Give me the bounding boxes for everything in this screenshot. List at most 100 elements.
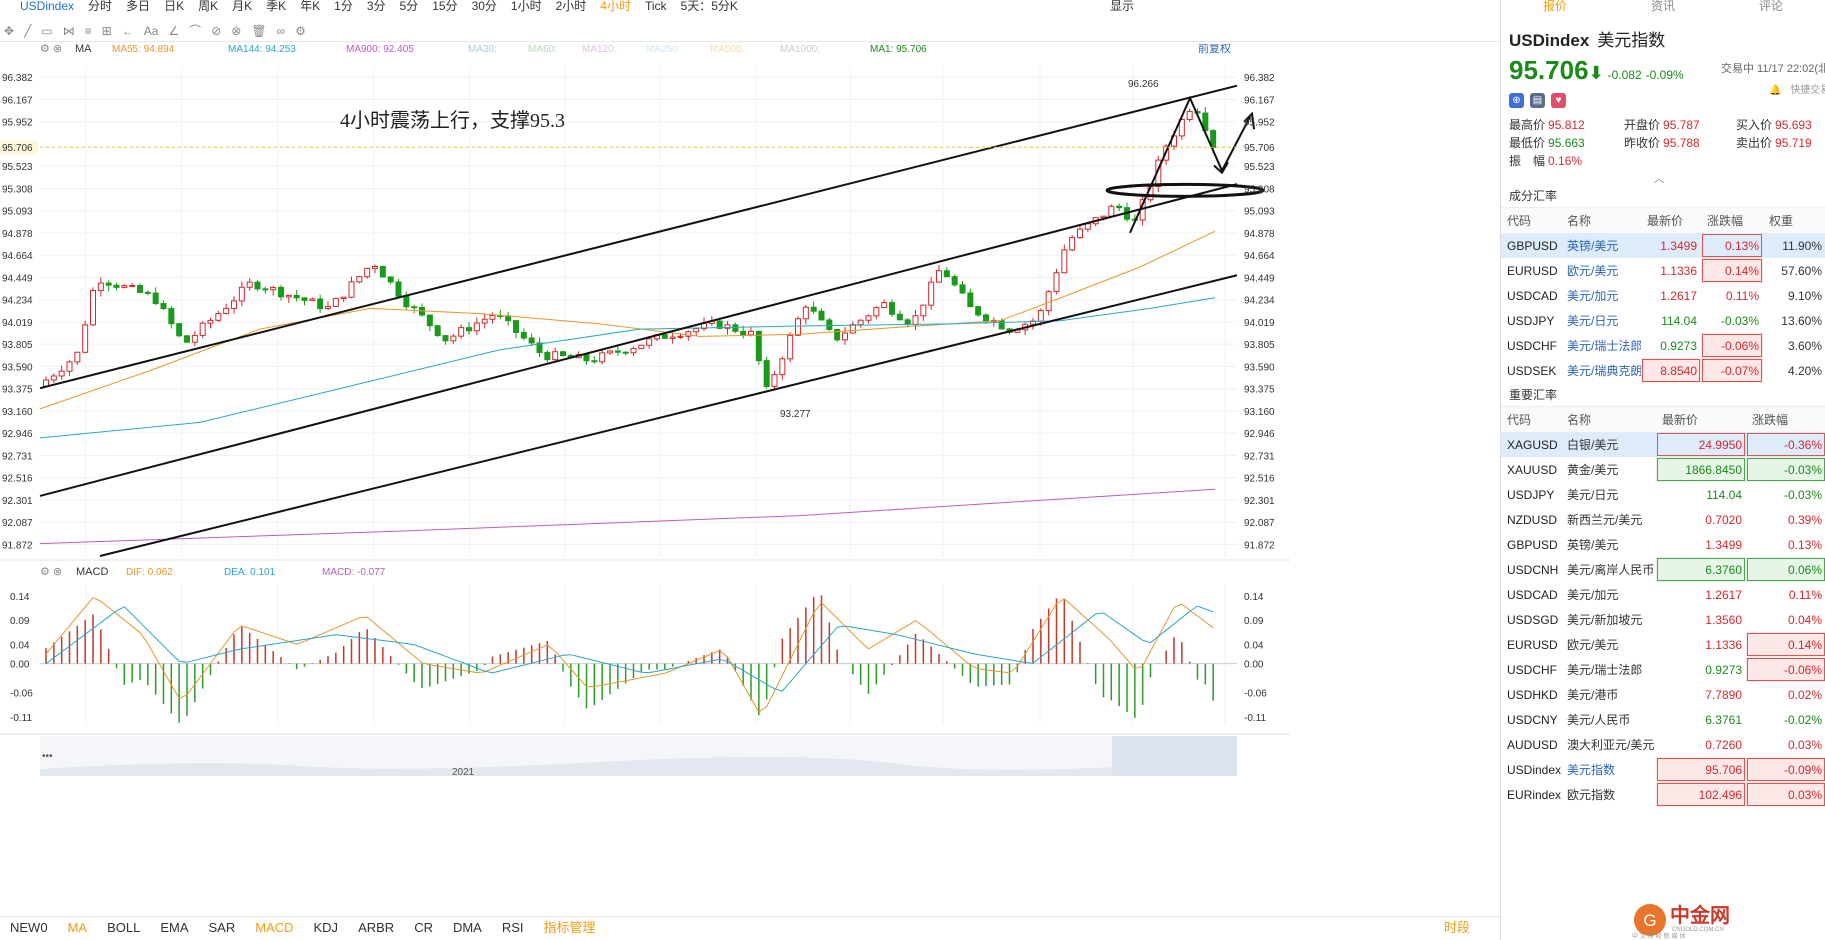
table-row[interactable]: USDSEK 美元/瑞典克朗 8.8540 -0.07% 4.20% — [1501, 358, 1825, 383]
tool-4-icon[interactable]: ≡ — [84, 24, 92, 38]
macd-legend-item[interactable]: DEA: 0.101 — [224, 567, 276, 578]
table-row[interactable]: USDindex 美元指数 95.706 -0.09% — [1501, 757, 1825, 782]
symbol-selector[interactable]: USDindex — [20, 0, 75, 13]
table-row[interactable]: XAGUSD 白银/美元 24.9950 -0.36% — [1501, 432, 1825, 457]
period-30分[interactable]: 30分 — [471, 0, 497, 13]
tool-8-icon[interactable]: ∠ — [168, 24, 180, 38]
detail-icon[interactable]: ▤ — [1530, 93, 1545, 108]
side-tab-资讯[interactable]: 资讯 — [1650, 0, 1675, 13]
table-row[interactable]: USDCNH 美元/离岸人民币 6.3760 0.06% — [1501, 557, 1825, 582]
indicator-sar[interactable]: SAR — [208, 920, 236, 935]
navigator-more-icon[interactable]: ••• — [42, 751, 53, 762]
column-header[interactable]: 代码 — [1501, 208, 1561, 233]
macd-legend-item[interactable]: MACD: -0.077 — [322, 567, 386, 578]
ma-legend-item[interactable]: MA1000: — [780, 44, 820, 55]
indicator-macd[interactable]: MACD — [255, 920, 294, 935]
column-header[interactable]: 最新价 — [1641, 208, 1701, 233]
support-ellipse[interactable] — [1105, 182, 1265, 198]
indicator-arbr[interactable]: ARBR — [358, 920, 395, 935]
table-row[interactable]: USDCAD 美元/加元 1.2617 0.11% — [1501, 582, 1825, 607]
period-季K[interactable]: 季K — [266, 0, 287, 13]
ma-legend-label[interactable]: MA — [75, 43, 92, 55]
table-row[interactable]: NZDUSD 新西兰元/美元 0.7020 0.39% — [1501, 507, 1825, 532]
period-4小时[interactable]: 4小时 — [600, 0, 631, 13]
display-menu[interactable]: 显示 — [1110, 0, 1135, 13]
ma-legend-item[interactable]: MA55: 94.894 — [112, 44, 175, 55]
indicator-dma[interactable]: DMA — [452, 920, 482, 935]
table-row[interactable]: USDHKD 美元/港币 7.7890 0.02% — [1501, 682, 1825, 707]
ma-legend-item[interactable]: MA60: — [528, 44, 557, 55]
table-row[interactable]: GBPUSD 英镑/美元 1.3499 0.13% 11.90% — [1501, 233, 1825, 258]
column-header[interactable]: 最新价 — [1656, 407, 1746, 432]
trend-line[interactable] — [39, 84, 1238, 390]
tool-2-icon[interactable]: ▭ — [41, 24, 53, 38]
macd-settings-icon[interactable]: ⚙ ⊗ — [40, 566, 62, 578]
session-button[interactable]: 时段 — [1443, 920, 1470, 935]
tool-1-icon[interactable]: ╱ — [24, 24, 32, 38]
quick-trade-button[interactable]: 🔔 快捷交易 — [1769, 83, 1825, 98]
table-row[interactable]: USDSGD 美元/新加坡元 1.3560 0.04% — [1501, 607, 1825, 632]
side-tab-评论[interactable]: 评论 — [1758, 0, 1783, 13]
table-row[interactable]: USDCNY 美元/人民币 6.3761 -0.02% — [1501, 707, 1825, 732]
column-header[interactable]: 代码 — [1501, 407, 1561, 432]
side-tab-报价[interactable]: 报价 — [1542, 0, 1567, 13]
tool-12-icon[interactable]: 🗑 — [251, 24, 267, 38]
tool-3-icon[interactable]: ⋈ — [62, 24, 75, 38]
indicator-boll[interactable]: BOLL — [107, 920, 141, 935]
period-Tick[interactable]: Tick — [644, 0, 667, 13]
ma-legend-item[interactable]: MA144: 94.253 — [228, 44, 296, 55]
tool-14-icon[interactable]: ⚙ — [295, 24, 306, 38]
collapse-chevron-icon[interactable]: ︿ — [1653, 173, 1665, 185]
ma-legend-item[interactable]: MA900: 92.405 — [346, 44, 414, 55]
macd-legend-item[interactable]: DIF: 0.062 — [126, 567, 173, 578]
table-row[interactable]: USDCHF 美元/瑞士法郎 0.9273 -0.06% 3.60% — [1501, 333, 1825, 358]
column-header[interactable]: 名称 — [1561, 208, 1641, 233]
period-3分[interactable]: 3分 — [366, 0, 386, 13]
ma-legend-item[interactable]: MA1: 95.706 — [870, 44, 927, 55]
tool-5-icon[interactable]: ⊞ — [101, 24, 112, 38]
indicator-kdj[interactable]: KDJ — [313, 920, 339, 935]
trend-line[interactable] — [99, 274, 1238, 557]
period-2小时[interactable]: 2小时 — [555, 0, 587, 13]
tool-10-icon[interactable]: ⊘ — [211, 24, 222, 38]
adjust-button[interactable]: 前复权 — [1198, 41, 1231, 55]
period-日K[interactable]: 日K — [164, 0, 185, 13]
projection-arrow[interactable] — [1129, 95, 1251, 234]
ma-legend-item[interactable]: MA250: — [646, 44, 680, 55]
period-年K[interactable]: 年K — [300, 0, 321, 13]
period-周K[interactable]: 周K — [198, 0, 219, 13]
chart-svg[interactable]: ⚙ ⊗ MA MA55: 94.894 MA144: 94.253 MA900: 92.… — [0, 41, 1500, 916]
tool-11-icon[interactable]: ⊗ — [231, 24, 242, 38]
ma-legend-item[interactable]: MA30: — [468, 44, 497, 55]
compare-icon[interactable]: ⊕ — [1509, 93, 1524, 108]
tool-6-icon[interactable]: ← — [121, 24, 134, 38]
table-row[interactable]: XAUUSD 黄金/美元 1866.8450 -0.03% — [1501, 457, 1825, 482]
column-header[interactable]: 涨跌幅 — [1746, 407, 1825, 432]
table-row[interactable]: EURUSD 欧元/美元 1.1336 0.14% — [1501, 632, 1825, 657]
period-多日[interactable]: 多日 — [126, 0, 151, 13]
indicator-rsi[interactable]: RSI — [501, 920, 524, 935]
period-分时[interactable]: 分时 — [88, 0, 113, 13]
table-row[interactable]: EURindex 欧元指数 102.496 0.03% — [1501, 782, 1825, 807]
period-1分[interactable]: 1分 — [334, 0, 353, 13]
favorite-icon[interactable]: ♥ — [1551, 93, 1566, 108]
navigator-window[interactable] — [1112, 736, 1237, 776]
column-header[interactable]: 名称 — [1561, 407, 1656, 432]
table-row[interactable]: USDJPY 美元/日元 114.04 -0.03% 13.60% — [1501, 308, 1825, 333]
period-1小时[interactable]: 1小时 — [510, 0, 542, 13]
column-header[interactable]: 涨跌幅 — [1701, 208, 1763, 233]
trend-line[interactable] — [39, 183, 1238, 497]
table-row[interactable]: EURUSD 欧元/美元 1.1336 0.14% 57.60% — [1501, 258, 1825, 283]
table-row[interactable]: USDJPY 美元/日元 114.04 -0.03% — [1501, 482, 1825, 507]
period-5分[interactable]: 5分 — [399, 0, 419, 13]
table-row[interactable]: GBPUSD 英镑/美元 1.3499 0.13% — [1501, 532, 1825, 557]
ma-legend-item[interactable]: MA120: — [582, 44, 616, 55]
ma-settings-icon[interactable]: ⚙ ⊗ — [40, 43, 62, 55]
period-5天：5分K[interactable]: 5天：5分K — [680, 0, 738, 13]
indicator-manage[interactable]: 指标管理 — [543, 920, 596, 935]
indicator-ema[interactable]: EMA — [160, 920, 189, 935]
ma-legend-item[interactable]: MA500: — [710, 44, 744, 55]
table-row[interactable]: USDCAD 美元/加元 1.2617 0.11% 9.10% — [1501, 283, 1825, 308]
indicator-ma[interactable]: MA — [67, 920, 88, 935]
tool-7-icon[interactable]: Aa — [143, 24, 159, 38]
